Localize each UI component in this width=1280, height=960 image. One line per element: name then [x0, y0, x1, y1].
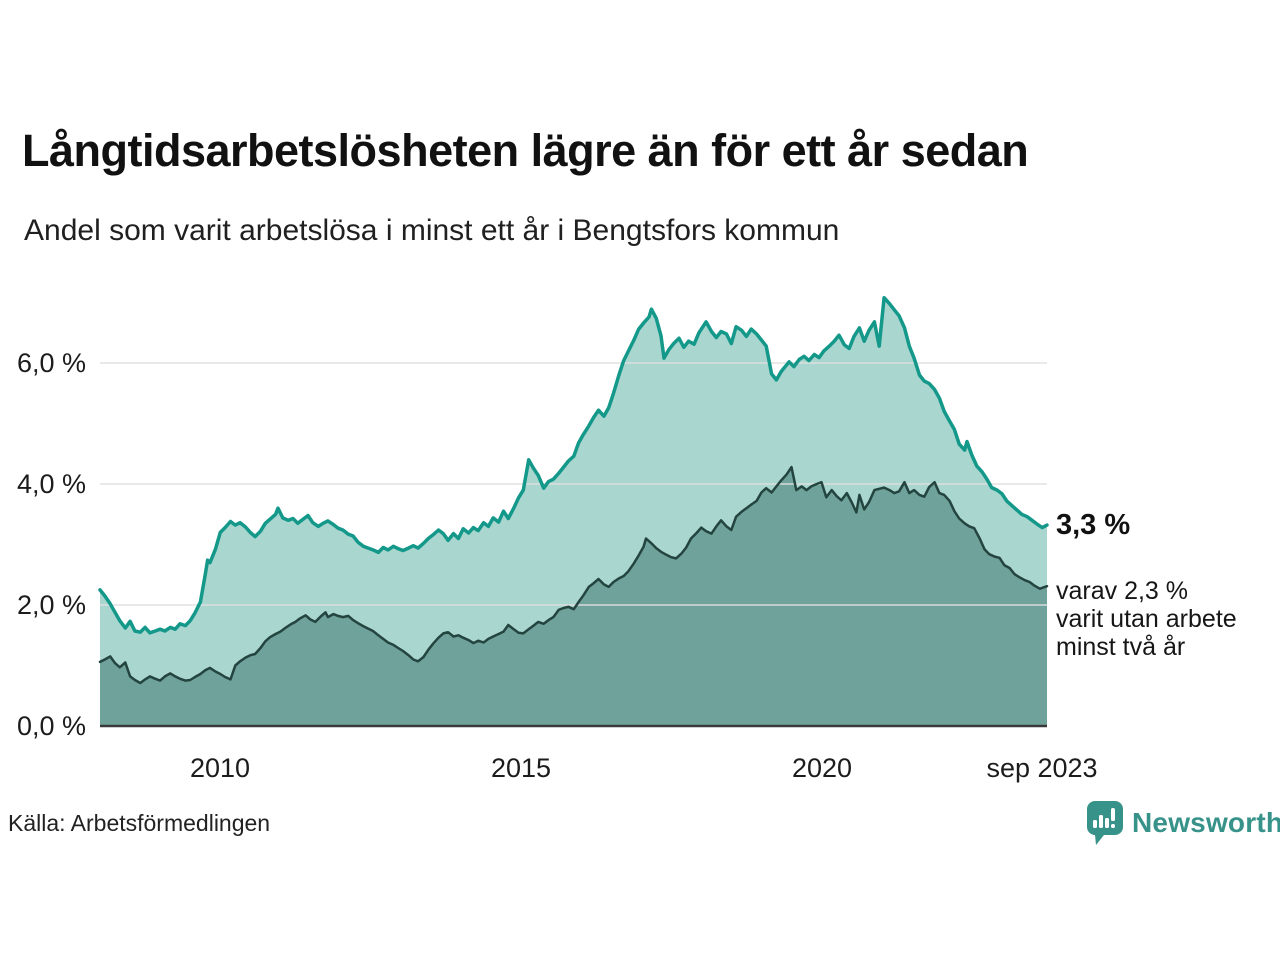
- two-year-annotation: varav 2,3 % varit utan arbete minst två …: [1056, 577, 1237, 661]
- latest-value-label: 3,3 %: [1056, 509, 1131, 541]
- newsworthy-wordmark: Newsworthy: [1132, 807, 1280, 838]
- newsworthy-logo[interactable]: Newsworthy: [1086, 800, 1280, 851]
- series-line-0: [98, 295, 1049, 635]
- source-attribution: Källa: Arbetsförmedlingen: [8, 810, 271, 836]
- x-tick-label: 2020: [791, 753, 853, 783]
- page-title: Långtidsarbetslösheten lägre än för ett …: [22, 125, 1029, 176]
- x-tick-label: sep 2023: [986, 753, 1098, 783]
- series-line-1: [98, 465, 1049, 685]
- series-fill-1: [100, 467, 1047, 726]
- x-tick-label: 2010: [189, 753, 251, 783]
- page-subtitle: Andel som varit arbetslösa i minst ett å…: [24, 214, 840, 247]
- newsworthy-bubble-chart-icon: [1086, 800, 1124, 851]
- x-tick-label: 2015: [490, 753, 552, 783]
- area-chart: [98, 295, 1049, 728]
